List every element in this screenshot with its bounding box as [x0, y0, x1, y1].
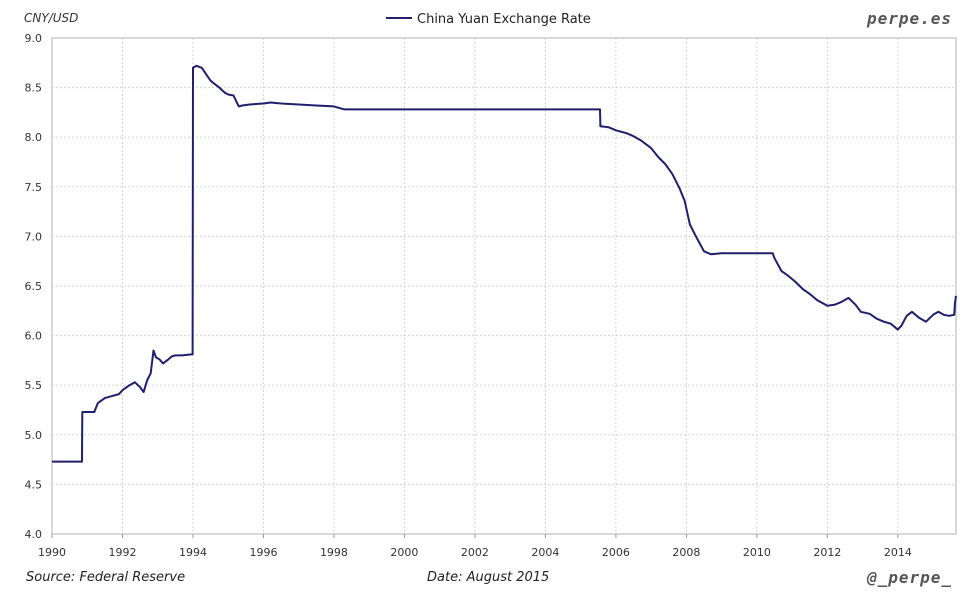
date-note: Date: August 2015: [427, 570, 549, 585]
y-tick-labels: 4.0 4.5 5.0 5.5 6.0 6.5 7.0 7.5 8.0 8.5 9.0: [25, 32, 43, 541]
series-line-yuan: [52, 64, 957, 463]
x-tick-label: 2012: [813, 546, 841, 559]
x-tick-label: 2014: [884, 546, 912, 559]
x-tick-labels: 1990 1992 1994 1996 1998 2000 2002 2004 2006 2008…: [38, 546, 912, 559]
y-tick-label: 8.0: [25, 131, 43, 144]
legend-entry: China Yuan Exchange Rate: [417, 12, 591, 27]
x-tick-label: 2002: [461, 546, 489, 559]
y-tick-label: 7.5: [25, 181, 43, 194]
y-tick-label: 6.0: [25, 330, 43, 343]
y-tick-label: 4.5: [25, 478, 43, 491]
x-tick-label: 2004: [531, 546, 559, 559]
y-tick-label: 8.5: [25, 82, 43, 95]
y-tick-label: 9.0: [25, 32, 43, 45]
y-tick-label: 6.5: [25, 280, 43, 293]
x-tick-label: 1990: [38, 546, 66, 559]
x-tick-label: 2000: [390, 546, 418, 559]
grid-lines: [51, 38, 956, 538]
series-group: [52, 64, 957, 463]
y-axis-label: CNY/USD: [24, 11, 78, 25]
x-tick-label: 2008: [672, 546, 700, 559]
x-tick-label: 1992: [108, 546, 136, 559]
y-tick-label: 5.0: [25, 429, 43, 442]
x-tick-label: 1994: [179, 546, 207, 559]
y-tick-label: 5.5: [25, 379, 43, 392]
brand-text: perpe.es: [866, 9, 952, 28]
legend: China Yuan Exchange Rate: [386, 12, 591, 27]
x-tick-label: 1998: [320, 546, 348, 559]
x-tick-label: 2006: [602, 546, 630, 559]
source-note: Source: Federal Reserve: [26, 570, 185, 585]
y-tick-label: 7.0: [25, 230, 43, 243]
handle-text: @_perpe_: [866, 568, 952, 587]
x-tick-label: 2010: [743, 546, 771, 559]
x-tick-label: 1996: [249, 546, 277, 559]
y-tick-label: 4.0: [25, 528, 43, 541]
